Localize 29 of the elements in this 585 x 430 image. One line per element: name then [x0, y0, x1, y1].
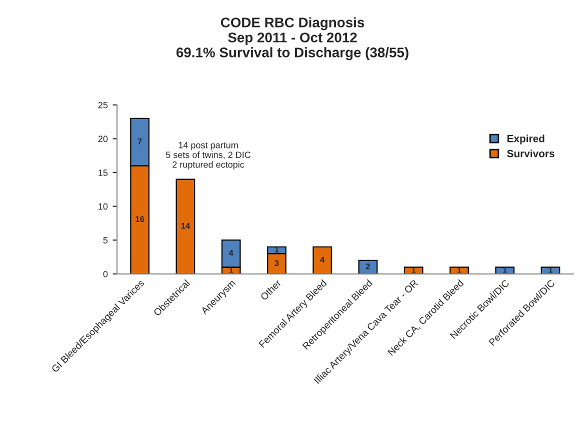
bar: [450, 266, 469, 274]
y-tick-label: 10: [98, 203, 108, 210]
bar: [176, 178, 196, 274]
data-label: 1: [412, 266, 416, 273]
data-label: 14: [181, 223, 190, 229]
data-label: 4: [320, 256, 325, 263]
y-tick-label: 25: [98, 102, 108, 108]
y-tick-label: 0: [103, 270, 108, 278]
y-tick-label: 5: [103, 237, 108, 244]
bar: [312, 246, 332, 274]
data-label: 7: [138, 138, 142, 144]
chart-title: CODE RBC Diagnosis Sep 2011 - Oct 2012 69.1% Survival to Discharge (38/55): [176, 17, 408, 60]
data-label: 16: [136, 216, 144, 222]
legend-label: Survivors: [507, 150, 554, 158]
y-tick-label: 15: [98, 170, 108, 176]
data-label: 1: [274, 246, 279, 252]
annotation: 14 post partum 5 sets of twins, 2 DIC 2 ruptured ectopic: [166, 142, 251, 170]
data-label: 3: [274, 260, 279, 266]
data-label: 2: [366, 263, 370, 270]
bar: [358, 260, 378, 274]
data-label: 1: [229, 266, 234, 273]
legend-label: Expired: [507, 134, 544, 144]
data-label: 1: [548, 266, 553, 273]
bar: [404, 266, 424, 274]
data-label: 1: [503, 266, 507, 273]
bar: [495, 266, 515, 274]
data-label: 1: [457, 266, 462, 273]
data-label: 4: [228, 250, 234, 256]
y-tick-label: 20: [98, 136, 108, 142]
